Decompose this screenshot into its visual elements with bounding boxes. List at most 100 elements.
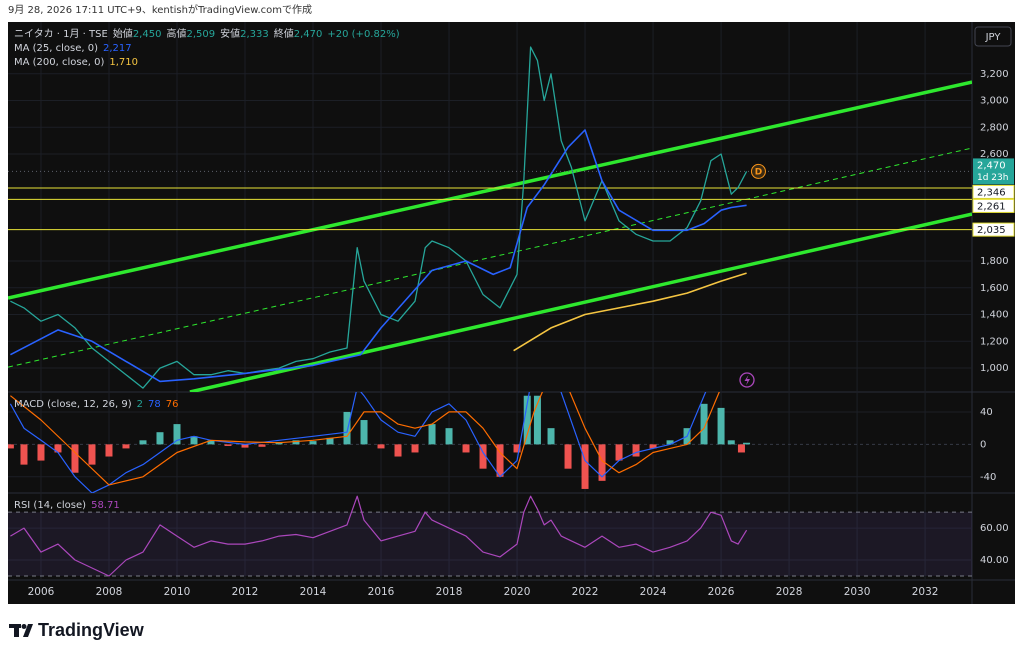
currency-button[interactable] bbox=[974, 26, 1012, 47]
histogram-bar bbox=[173, 424, 181, 445]
legend-part: MA (25, close, 0) bbox=[14, 43, 98, 54]
series-line bbox=[10, 46, 748, 389]
histogram-bar bbox=[292, 440, 300, 445]
legend-part: 78 bbox=[148, 399, 161, 410]
x-tick-label: 2032 bbox=[912, 586, 939, 598]
histogram-bar bbox=[258, 444, 266, 447]
series-line bbox=[513, 272, 747, 352]
currency[interactable]: JPY bbox=[985, 32, 1002, 43]
histogram-bar bbox=[598, 444, 606, 481]
y-tick-label: 3,200 bbox=[980, 69, 1009, 80]
histogram-bar bbox=[105, 444, 113, 457]
legend-part: RSI (14, close) bbox=[14, 500, 86, 511]
hline-label: 2,261 bbox=[977, 201, 1006, 212]
hline-label-box bbox=[972, 184, 1015, 199]
event-label: D bbox=[755, 167, 762, 177]
histogram-bar bbox=[564, 444, 572, 469]
y-tick-label: 0 bbox=[980, 439, 986, 450]
y-tick-label: 1,800 bbox=[980, 256, 1009, 267]
x-tick-label: 2008 bbox=[96, 586, 123, 598]
trendline bbox=[189, 212, 972, 392]
histogram-bar bbox=[666, 440, 674, 445]
x-tick-label: 2016 bbox=[368, 586, 395, 598]
histogram-bar bbox=[615, 444, 623, 461]
last-price-label: 2,470 bbox=[977, 160, 1006, 171]
histogram-bar bbox=[479, 444, 487, 469]
x-tick-label: 2028 bbox=[776, 586, 803, 598]
legend-part: 2,450 bbox=[133, 29, 162, 40]
y-tick-label: -40 bbox=[980, 472, 996, 483]
x-tick-label: 2026 bbox=[708, 586, 735, 598]
ma-legend: MA (200, close, 0) 1,710 bbox=[14, 57, 138, 68]
histogram-bar bbox=[717, 407, 725, 445]
pane-0 bbox=[8, 46, 972, 392]
legend-part: 2,509 bbox=[186, 29, 215, 40]
countdown-label: 1d 23h bbox=[977, 173, 1008, 183]
series-line bbox=[9, 392, 707, 493]
histogram-bar bbox=[700, 403, 708, 445]
legend-part: MACD (close, 12, 26, 9) bbox=[14, 399, 132, 410]
histogram-bar bbox=[737, 444, 745, 453]
histogram-bar bbox=[190, 436, 198, 445]
indicator-legend: RSI (14, close) 58.71 bbox=[14, 500, 120, 511]
trendline bbox=[8, 80, 972, 300]
chart-background bbox=[8, 22, 1015, 604]
histogram-bar bbox=[496, 444, 504, 477]
x-tick-label: 2022 bbox=[572, 586, 599, 598]
histogram-bar bbox=[394, 444, 402, 457]
histogram-bar bbox=[207, 440, 215, 445]
legend-part: 2,333 bbox=[240, 29, 269, 40]
histogram-bar bbox=[533, 395, 541, 445]
alert-icon[interactable] bbox=[739, 372, 755, 388]
histogram-bar bbox=[309, 441, 317, 445]
histogram-bar bbox=[343, 411, 351, 445]
legend-part: 58.71 bbox=[91, 500, 120, 511]
y-tick-label: 2,800 bbox=[980, 122, 1009, 133]
histogram-bar bbox=[428, 424, 436, 445]
histogram-bar bbox=[156, 432, 164, 445]
pane-2 bbox=[8, 495, 972, 577]
legend-part: 2,470 bbox=[294, 29, 323, 40]
histogram-bar bbox=[224, 444, 232, 446]
legend-part: 76 bbox=[166, 399, 179, 410]
histogram-bar bbox=[462, 444, 470, 453]
histogram-bar bbox=[547, 428, 555, 445]
histogram-bar bbox=[71, 444, 79, 473]
legend-part: MA (200, close, 0) bbox=[14, 57, 104, 68]
histogram-bar bbox=[122, 444, 130, 449]
ma-legend: MA (25, close, 0) 2,217 bbox=[14, 43, 132, 54]
logo-text: TradingView bbox=[38, 620, 145, 640]
last-price-box bbox=[973, 158, 1014, 185]
legend-part: 安値 bbox=[220, 27, 240, 40]
series-line bbox=[10, 495, 748, 577]
y-tick-label: 2,600 bbox=[980, 149, 1009, 160]
y-tick-label: 40 bbox=[980, 407, 993, 418]
y-tick-label: 40.00 bbox=[980, 555, 1009, 566]
x-tick-label: 2012 bbox=[232, 586, 259, 598]
legend-part: 1,710 bbox=[109, 57, 138, 68]
legend-part: 2,217 bbox=[103, 43, 132, 54]
histogram-bar bbox=[411, 444, 419, 453]
x-tick-label: 2010 bbox=[164, 586, 191, 598]
histogram-bar bbox=[139, 440, 147, 445]
histogram-bar bbox=[445, 428, 453, 445]
series-line bbox=[10, 392, 720, 486]
legend-part: ニイタカ · 1月 · TSE bbox=[14, 28, 108, 40]
y-tick-label: 1,200 bbox=[980, 336, 1009, 347]
indicator-legend: MACD (close, 12, 26, 9) 2 78 76 bbox=[14, 399, 178, 410]
histogram-bar bbox=[523, 395, 531, 445]
x-tick-label: 2024 bbox=[640, 586, 667, 598]
histogram-bar bbox=[727, 440, 735, 445]
histogram-bar bbox=[37, 444, 45, 461]
y-tick-label: 60.00 bbox=[980, 523, 1009, 534]
histogram-bar bbox=[649, 444, 657, 449]
y-tick-label: 1,600 bbox=[980, 283, 1009, 294]
caption: 9月 28, 2026 17:11 UTC+9、kentishがTradingV… bbox=[8, 3, 312, 16]
pane-1 bbox=[8, 392, 972, 493]
x-tick-label: 2018 bbox=[436, 586, 463, 598]
hline-label: 2,035 bbox=[977, 225, 1006, 236]
event-marker bbox=[750, 163, 766, 179]
histogram-bar bbox=[54, 444, 62, 453]
hline-label-box bbox=[972, 198, 1015, 213]
